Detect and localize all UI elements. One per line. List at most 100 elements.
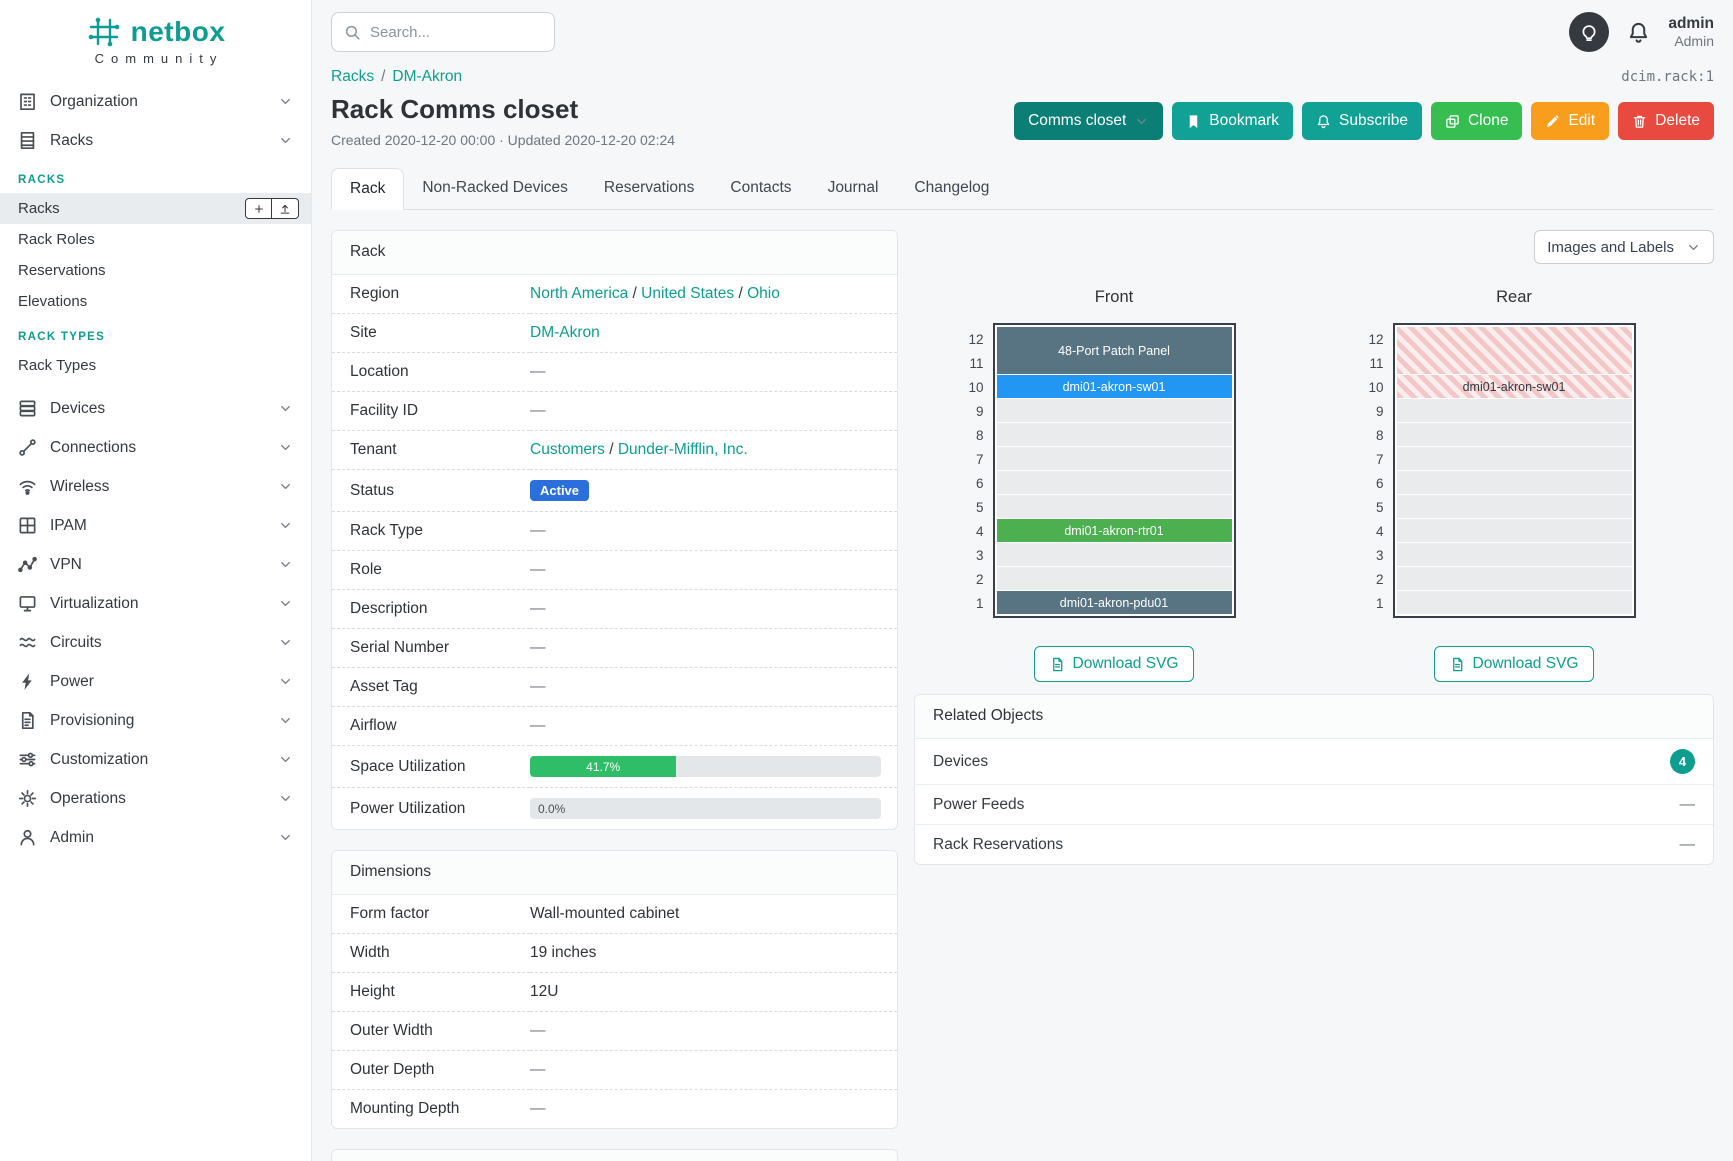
tab-contacts[interactable]: Contacts <box>730 179 792 196</box>
link-north-america[interactable]: North America <box>530 285 629 302</box>
add-rack-button[interactable] <box>245 198 272 219</box>
rack-device-occupied[interactable] <box>1396 327 1632 374</box>
netbox-logo[interactable]: netbox Community <box>0 0 311 76</box>
elevation-toolbar: Images and Labels <box>914 230 1714 264</box>
page-subtitle: Created 2020-12-20 00:00 · Updated 2020-… <box>331 132 676 148</box>
rack-device-dmi01-akron-rtr01[interactable]: dmi01-akron-rtr01 <box>996 519 1232 542</box>
attr-row-description: Description — <box>332 589 897 629</box>
unit-number: 6 <box>975 475 984 491</box>
sidebar-item-virtualization[interactable]: Virtualization <box>0 584 311 623</box>
sidebar-item-reservations[interactable]: Reservations <box>18 262 106 279</box>
sidebar-item-racks[interactable]: Racks <box>0 193 311 224</box>
sidebar-item-rack-roles[interactable]: Rack Roles <box>18 231 95 248</box>
sidebar-item-vpn[interactable]: VPN <box>0 545 311 584</box>
sidebar-item-customization[interactable]: Customization <box>0 740 311 779</box>
rack-unit-empty[interactable] <box>1396 567 1632 590</box>
sidebar-item-power[interactable]: Power <box>0 662 311 701</box>
tab-reservations[interactable]: Reservations <box>603 179 695 196</box>
user-menu[interactable]: admin Admin <box>1668 14 1714 51</box>
global-search[interactable] <box>331 12 555 52</box>
download-svg-rear-button[interactable]: Download SVG <box>1433 646 1595 682</box>
related-row-rack-reservations[interactable]: Rack Reservations — <box>915 824 1713 864</box>
link-dunder-mifflin-inc[interactable]: Dunder-Mifflin, Inc. <box>617 441 748 458</box>
unit-number: 2 <box>1375 571 1384 587</box>
elevation-display-select[interactable]: Images and Labels <box>1534 230 1714 264</box>
rear-title: Rear <box>1496 288 1532 306</box>
sidebar-item-provisioning[interactable]: Provisioning <box>0 701 311 740</box>
building-icon <box>18 92 37 111</box>
sidebar-item-admin[interactable]: Admin <box>0 818 311 857</box>
unit-number: 3 <box>975 547 984 563</box>
rack-unit-empty[interactable] <box>996 447 1232 470</box>
link-united-states[interactable]: United States <box>641 285 735 302</box>
sidebar-item-operations[interactable]: Operations <box>0 779 311 818</box>
rack-unit-empty[interactable] <box>996 567 1232 590</box>
related-row-devices[interactable]: Devices 4 <box>915 739 1713 784</box>
unit-number: 12 <box>1368 331 1384 347</box>
sidebar-item-devices[interactable]: Devices <box>0 389 311 428</box>
chevron-down-icon <box>278 440 293 455</box>
ipam-icon <box>18 516 37 535</box>
tab-changelog[interactable]: Changelog <box>914 179 990 196</box>
rack-unit-empty[interactable] <box>996 543 1232 566</box>
sidebar-item-rack-types[interactable]: Rack Types <box>18 357 97 374</box>
front-elevation: Front 12 11 10 9 8 7 6 5 4 3 2 1 48-Port Patch Pane… <box>914 288 1314 682</box>
unit-number: 2 <box>975 571 984 587</box>
sidebar-item-circuits[interactable]: Circuits <box>0 623 311 662</box>
link-customers[interactable]: Customers <box>530 441 605 458</box>
link-ohio[interactable]: Ohio <box>747 285 780 302</box>
rack-unit-empty[interactable] <box>1396 591 1632 614</box>
rack-device-dmi01-akron-sw01[interactable]: dmi01-akron-sw01 <box>996 375 1232 398</box>
notifications-bell-icon[interactable] <box>1627 21 1650 44</box>
dimensions-panel-title: Dimensions <box>332 851 897 895</box>
import-racks-button[interactable] <box>272 198 299 219</box>
rack-unit-empty[interactable] <box>1396 447 1632 470</box>
theme-toggle-button[interactable] <box>1569 12 1610 52</box>
rack-unit-empty[interactable] <box>996 495 1232 518</box>
unit-number: 5 <box>975 499 984 515</box>
rack-panel-title: Rack <box>332 231 897 275</box>
sidebar-nav: Organization Racks RACKS Racks Rack Roles Res… <box>0 76 311 863</box>
comms-closet-dropdown-button[interactable]: Comms closet <box>1014 102 1164 140</box>
related-row-power-feeds[interactable]: Power Feeds — <box>915 784 1713 824</box>
subscribe-button[interactable]: Subscribe <box>1302 102 1422 140</box>
rack-device-dmi01-akron-pdu01[interactable]: dmi01-akron-pdu01 <box>996 591 1232 614</box>
sidebar-item-wireless[interactable]: Wireless <box>0 467 311 506</box>
sidebar-item-connections[interactable]: Connections <box>0 428 311 467</box>
search-input[interactable] <box>370 23 542 41</box>
circuits-icon <box>18 633 37 652</box>
rack-unit-empty[interactable] <box>1396 471 1632 494</box>
sidebar-item-elevations[interactable]: Elevations <box>18 293 88 310</box>
rack-unit-empty[interactable] <box>1396 543 1632 566</box>
rack-unit-empty[interactable] <box>1396 399 1632 422</box>
virtualization-icon <box>18 594 37 613</box>
unit-number: 1 <box>1375 595 1384 611</box>
attr-row-rack-type: Rack Type — <box>332 511 897 551</box>
sidebar-item-racks[interactable]: Racks <box>0 121 311 160</box>
tab-journal[interactable]: Journal <box>827 179 879 196</box>
breadcrumb-site[interactable]: DM-Akron <box>392 68 463 85</box>
tab-non-racked-devices[interactable]: Non-Racked Devices <box>422 179 568 196</box>
unit-number: 10 <box>1368 379 1384 395</box>
unit-number: 3 <box>1375 547 1384 563</box>
rack-unit-empty[interactable] <box>1396 495 1632 518</box>
sidebar-item-organization[interactable]: Organization <box>0 82 311 121</box>
delete-button[interactable]: Delete <box>1618 102 1714 140</box>
attr-row-serial-number: Serial Number — <box>332 628 897 668</box>
rack-unit-empty[interactable] <box>996 423 1232 446</box>
link-dm-akron[interactable]: DM-Akron <box>530 324 600 341</box>
tab-rack[interactable]: Rack <box>331 168 405 210</box>
edit-button[interactable]: Edit <box>1531 102 1610 140</box>
rack-unit-empty[interactable] <box>996 471 1232 494</box>
rack-unit-empty[interactable] <box>1396 423 1632 446</box>
bookmark-button[interactable]: Bookmark <box>1172 102 1294 140</box>
rack-unit-empty[interactable] <box>996 399 1232 422</box>
clone-button[interactable]: Clone <box>1430 102 1523 140</box>
rack-device-dmi01-akron-sw01[interactable]: dmi01-akron-sw01 <box>1396 375 1632 398</box>
download-svg-front-button[interactable]: Download SVG <box>1033 646 1195 682</box>
attr-row-outer-width: Outer Width — <box>332 1011 897 1051</box>
breadcrumb-racks[interactable]: Racks <box>331 68 375 85</box>
rack-device-48-port-patch-panel[interactable]: 48-Port Patch Panel <box>996 327 1232 374</box>
rack-unit-empty[interactable] <box>1396 519 1632 542</box>
sidebar-item-ipam[interactable]: IPAM <box>0 506 311 545</box>
